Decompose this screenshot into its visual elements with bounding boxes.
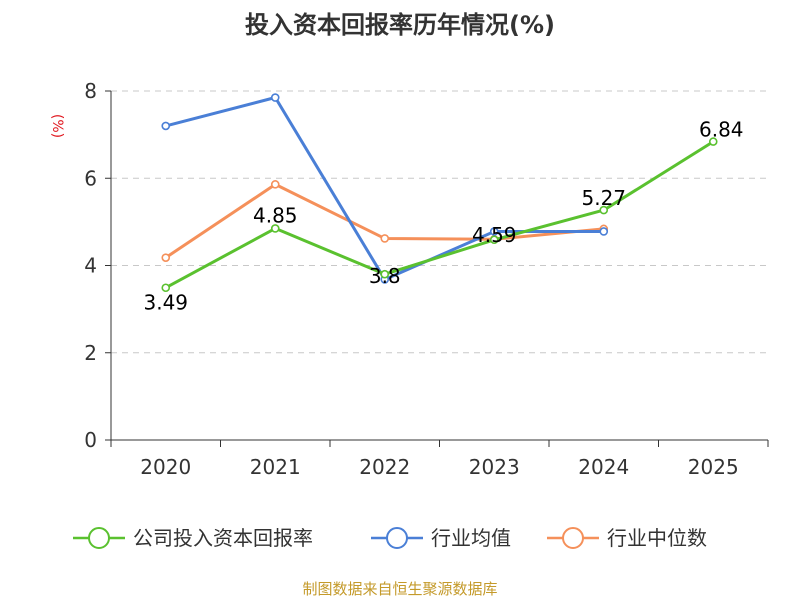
x-tick-label-2024: 2024 (578, 455, 629, 479)
x-tick-label-2025: 2025 (688, 455, 739, 479)
point-0-2023 (489, 235, 499, 245)
y-axis-unit: (%) (49, 114, 65, 138)
point-1-2021 (270, 93, 280, 102)
point-1-2023 (489, 227, 499, 236)
legend-marker (562, 527, 584, 549)
legend-marker (386, 527, 408, 549)
point-0-2025 (708, 137, 718, 146)
data-label-2023: 4.59 (472, 223, 517, 247)
point-1-2024 (599, 227, 609, 236)
point-2-2022 (380, 234, 390, 243)
x-tick-label-2021: 2021 (250, 455, 301, 479)
axes: 0 2 4 6 8 2020 2021 2022 2023 2024 2025 (84, 79, 769, 479)
data-labels: 3.49 4.85 3.8 4.59 5.27 6.84 (143, 118, 743, 315)
legend-label: 行业均值 (431, 526, 511, 550)
y-tick-label-8: 8 (84, 79, 97, 103)
x-tick-label-2022: 2022 (359, 455, 410, 479)
data-label-2025: 6.84 (699, 118, 744, 142)
x-tick-label-2020: 2020 (140, 455, 191, 479)
series-line-0 (165, 140, 715, 290)
series-layer (161, 93, 718, 293)
legend-item-2[interactable]: 行业中位数 (547, 526, 707, 550)
point-2-2020 (161, 253, 171, 262)
point-1-2020 (161, 121, 171, 131)
chart-title: 投入资本回报率历年情况(%) (245, 11, 555, 39)
legend[interactable]: 公司投入资本回报率 行业均值 行业中位数 (73, 526, 707, 550)
data-label-2022: 3.8 (369, 264, 401, 288)
point-0-2022 (380, 269, 390, 279)
data-label-2021: 4.85 (253, 203, 298, 227)
point-0-2020 (161, 283, 171, 293)
legend-marker (88, 527, 110, 549)
gridlines (111, 90, 768, 354)
source-note: 制图数据来自恒生聚源数据库 (302, 580, 497, 598)
point-0-2021 (270, 224, 280, 233)
legend-label: 公司投入资本回报率 (133, 526, 313, 550)
y-tick-label-6: 6 (84, 166, 97, 190)
x-tick-label-2023: 2023 (469, 455, 520, 479)
legend-label: 行业中位数 (607, 526, 707, 550)
series-line-2 (164, 182, 604, 259)
legend-item-0[interactable]: 公司投入资本回报率 (73, 526, 313, 550)
y-tick-label-2: 2 (84, 341, 97, 365)
point-2-2021 (270, 180, 280, 189)
data-label-2020: 3.49 (143, 291, 188, 315)
y-tick-label-4: 4 (84, 254, 97, 278)
point-0-2024 (599, 205, 609, 215)
legend-item-1[interactable]: 行业均值 (371, 526, 511, 550)
data-label-2024: 5.27 (581, 186, 626, 210)
y-tick-label-0: 0 (84, 428, 97, 452)
